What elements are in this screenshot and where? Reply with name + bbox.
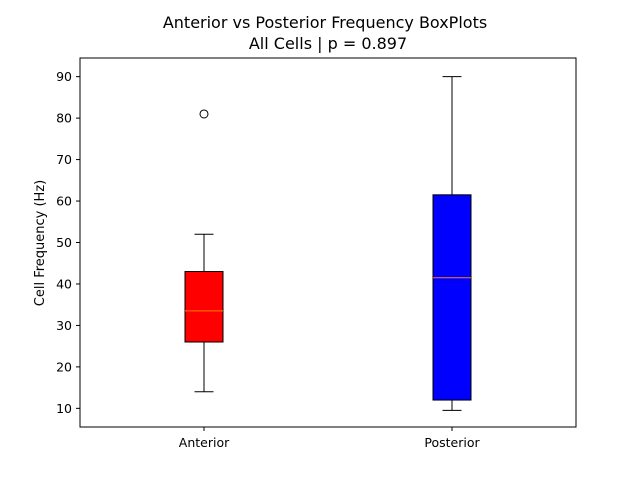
chart-title: Anterior vs Posterior Frequency BoxPlots bbox=[163, 13, 487, 32]
plot-area-frame bbox=[79, 57, 577, 428]
chart-marks: 10 20 30 40 50 60 70 80 90 Anterior Posterior bbox=[56, 69, 480, 450]
y-tick-label-80: 80 bbox=[56, 111, 72, 126]
y-tick-label-60: 60 bbox=[56, 194, 72, 209]
y-tick-label-70: 70 bbox=[56, 152, 72, 167]
y-tick-label-90: 90 bbox=[56, 69, 72, 84]
y-axis-label: Cell Frequency (Hz) bbox=[33, 180, 48, 306]
y-tick-label-30: 30 bbox=[56, 318, 72, 333]
y-tick-label-40: 40 bbox=[56, 276, 72, 291]
anterior-outlier-0 bbox=[199, 109, 209, 119]
chart-subtitle: All Cells | p = 0.897 bbox=[249, 34, 407, 53]
anterior-box bbox=[184, 271, 224, 343]
x-tick-label-posterior: Posterior bbox=[424, 435, 480, 450]
y-tick-label-50: 50 bbox=[56, 235, 72, 250]
posterior-box bbox=[432, 194, 472, 401]
y-tick-label-10: 10 bbox=[56, 401, 72, 416]
x-tick-label-anterior: Anterior bbox=[179, 435, 230, 450]
y-tick-label-20: 20 bbox=[56, 359, 72, 374]
